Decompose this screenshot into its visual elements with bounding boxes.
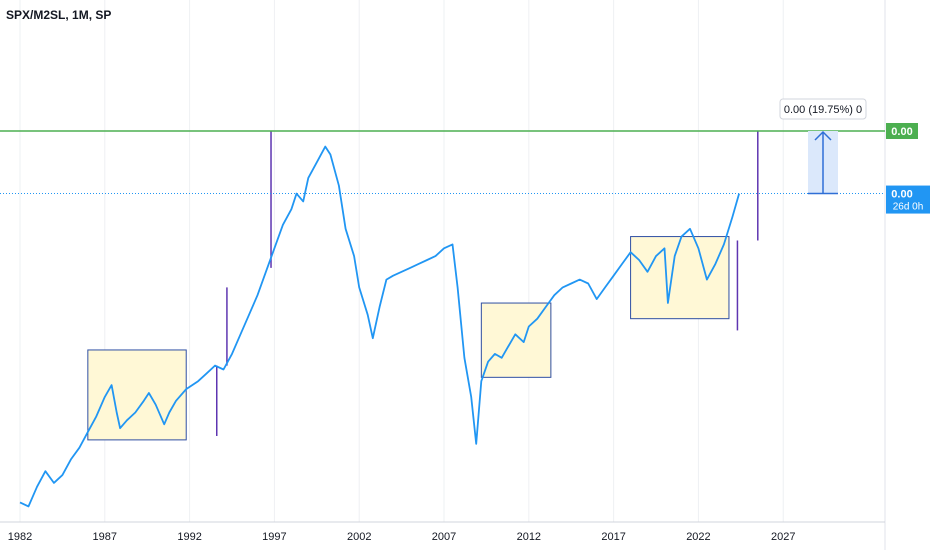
vertical-markers [215,131,759,436]
x-tick-label: 1997 [262,531,286,543]
x-tick-label: 1987 [93,531,117,543]
countdown-label: 26d 0h [893,202,924,213]
x-axis: 1982 1987 1992 1997 2002 2007 2012 2017 2022 2027 [0,521,885,543]
blue-price-tag-label: 0.00 [891,189,912,201]
measure-label-box [779,98,867,120]
x-tick-label: 2007 [432,531,456,543]
measure-label: 0.00 (19.75%) 0 [784,104,862,116]
green-level-tag-label: 0.00 [891,126,912,138]
measure-tool[interactable]: 0.00 (19.75%) 0 [779,98,867,195]
chart-title: SPX/M2SL, 1M, SP [6,8,112,22]
highlight-boxes [87,236,730,441]
x-tick-label: 2027 [771,531,795,543]
horizontal-levels [0,130,885,195]
grid [19,0,886,550]
x-tick-label: 2012 [517,531,541,543]
x-tick-label: 2022 [686,531,710,543]
x-tick-label: 1982 [8,531,32,543]
x-tick-label: 2017 [601,531,625,543]
price-line [19,145,740,508]
arrow-up-icon [814,130,832,141]
x-tick-label: 1992 [177,531,201,543]
series-layer [19,145,740,508]
green-level-tag [886,123,918,139]
highlight-box [630,236,730,320]
highlight-box [87,349,187,441]
x-tick-label: 2002 [347,531,371,543]
blue-price-tag [886,185,930,214]
